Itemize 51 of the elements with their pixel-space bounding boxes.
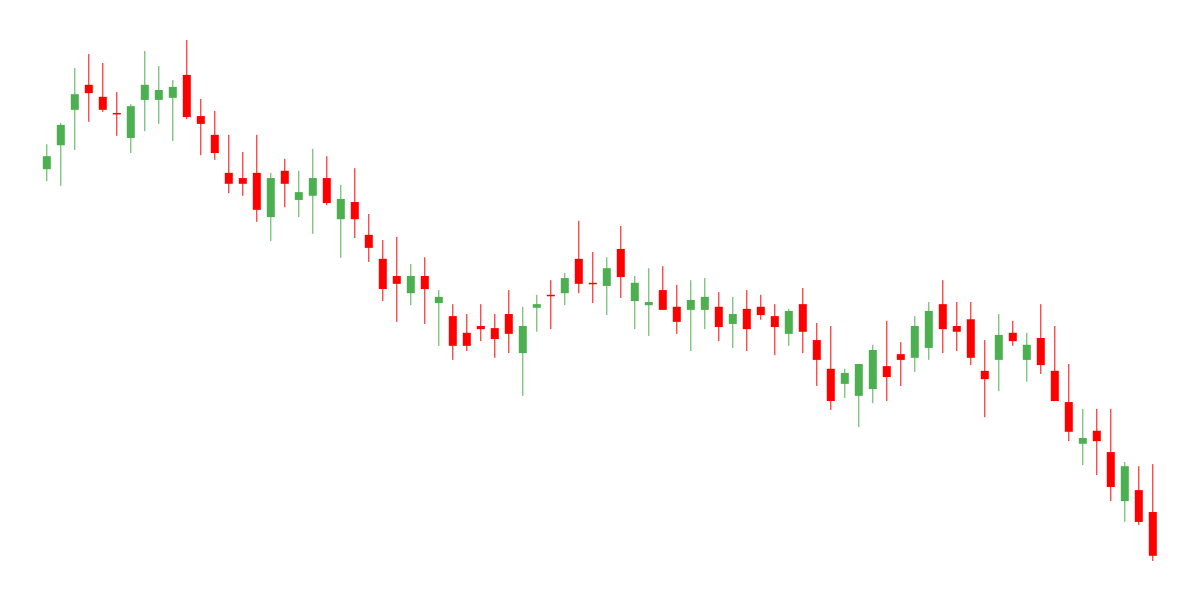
candlestick [336,184,345,259]
candlestick [532,294,541,333]
candlestick [84,53,93,123]
candlestick [784,308,793,347]
candlestick [476,303,485,342]
candlestick [1078,408,1087,466]
candlestick [168,79,177,142]
candlestick [350,167,359,239]
candlestick [98,62,107,113]
candlestick [882,320,891,402]
candlestick [560,272,569,306]
candlestick [714,291,723,342]
candlestick [140,50,149,132]
candlestick [504,289,513,354]
candlestick [308,148,317,235]
candlestick [420,256,429,325]
candlestick [770,303,779,356]
candlestick [392,236,401,323]
candlestick [280,158,289,208]
candlestick [700,277,709,330]
candlestick [1008,320,1017,347]
candlestick [1092,408,1101,476]
candlestick [756,294,765,321]
candlestick [294,170,303,218]
candlestick [56,122,65,187]
candlestick [364,213,373,263]
candlestick [1022,332,1031,383]
candlestick [658,265,667,311]
candlestick [686,279,695,352]
candlestick [42,143,51,182]
candlestick [952,301,961,352]
candlestick [196,98,205,156]
candlestick [154,65,163,125]
candlestick [672,284,681,335]
candlestick [224,134,233,194]
candlestick [602,256,611,316]
candlestick [812,322,821,387]
candlestick [210,110,219,161]
candlestick [462,313,471,352]
candlestick [406,263,415,306]
candlestick [238,151,247,197]
candlestick [728,296,737,349]
candlestick [742,289,751,352]
candlestick [70,67,79,151]
candlestick [434,289,443,347]
candlestick [896,341,905,387]
candlestick [490,313,499,359]
candlestick [644,267,653,337]
candlestick [980,339,989,418]
candlestick [840,368,849,399]
candlestick [630,275,639,330]
